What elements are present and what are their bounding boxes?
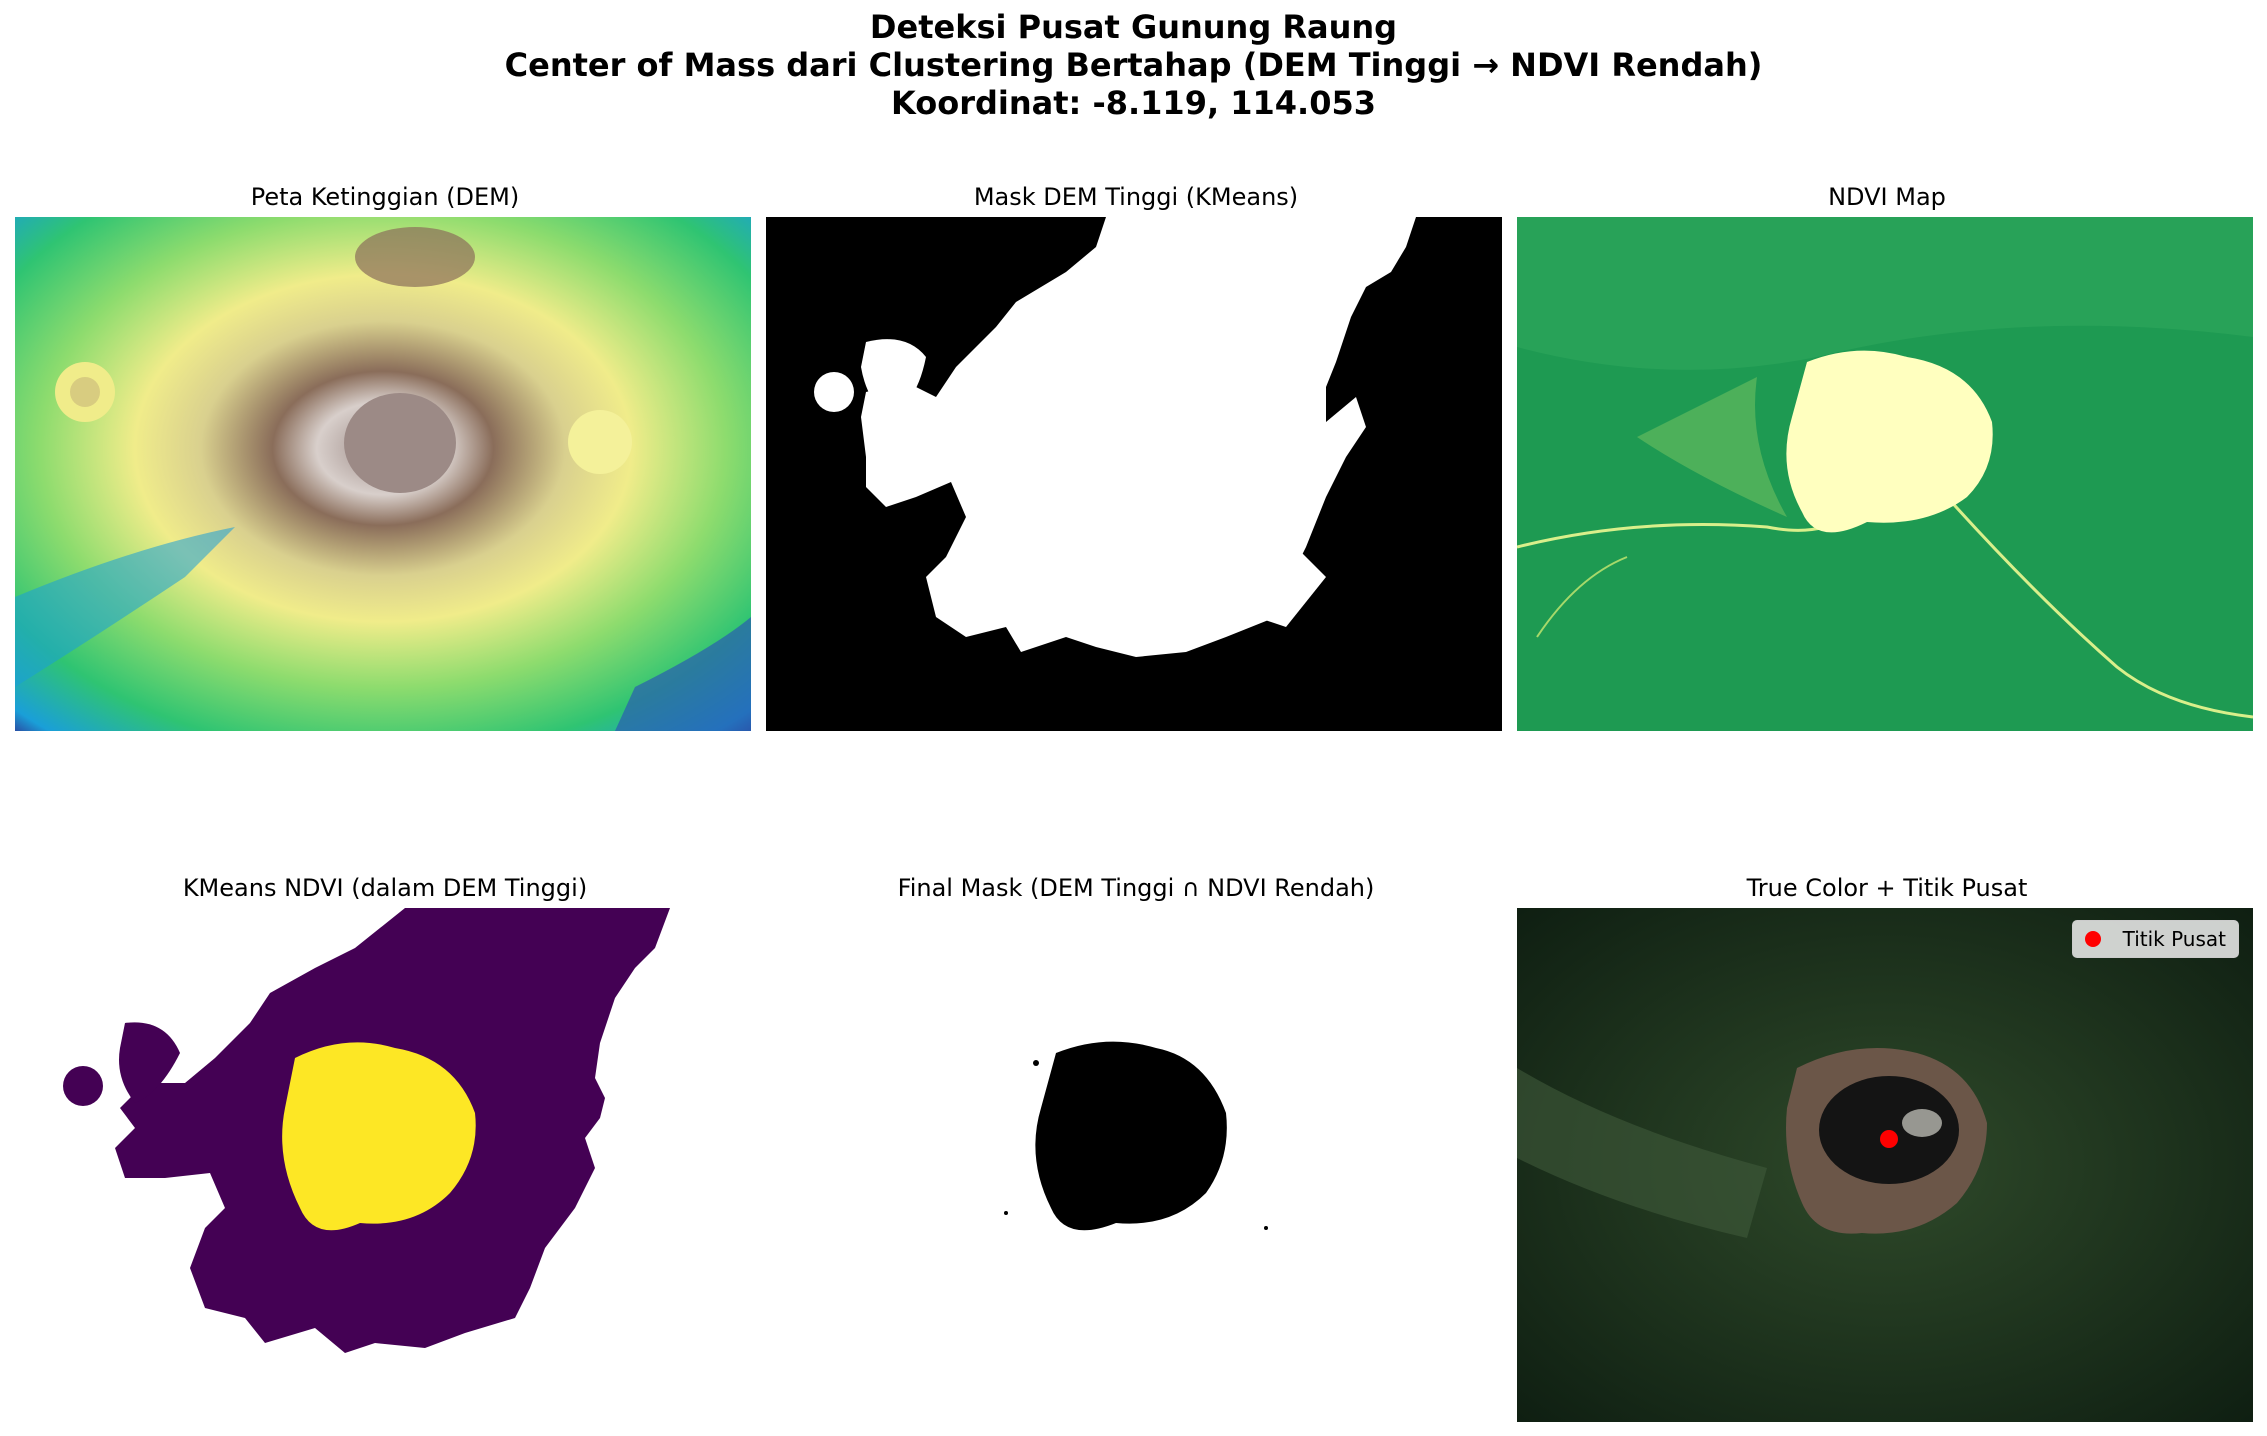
dem-mask-image [766,217,1502,731]
dem-map-panel [15,217,751,731]
figure-title: Deteksi Pusat Gunung Raung Center of Mas… [0,8,2267,122]
dem-map-image [15,217,751,731]
final-mask-panel [766,908,1502,1422]
panel-title-kmeans-ndvi: KMeans NDVI (dalam DEM Tinggi) [182,874,588,902]
kmeans-ndvi-panel [15,908,751,1422]
center-point-marker [1880,1130,1898,1148]
legend: Titik Pusat [2071,920,2239,958]
figure-title-line1: Deteksi Pusat Gunung Raung [869,8,1398,46]
legend-marker-icon [2084,931,2101,947]
final-mask-image [766,908,1502,1422]
true-color-panel: Titik Pusat [1517,908,2253,1422]
legend-label: Titik Pusat [2122,927,2226,951]
true-color-image [1517,908,2253,1422]
panel-title-true-color: True Color + Titik Pusat [1746,874,2028,902]
panel-title-final-mask: Final Mask (DEM Tinggi ∩ NDVI Rendah) [897,874,1375,902]
kmeans-ndvi-image [15,908,751,1422]
ndvi-map-panel [1517,217,2253,731]
ndvi-map-image [1517,217,2253,731]
panel-title-dem-mask: Mask DEM Tinggi (KMeans) [973,183,1299,211]
panel-title-ndvi: NDVI Map [1828,183,1946,211]
figure-title-line3: Koordinat: -8.119, 114.053 [890,84,1376,122]
panel-title-dem: Peta Ketinggian (DEM) [250,183,520,211]
dem-mask-panel [766,217,1502,731]
figure-title-line2: Center of Mass dari Clustering Bertahap … [504,46,1763,84]
